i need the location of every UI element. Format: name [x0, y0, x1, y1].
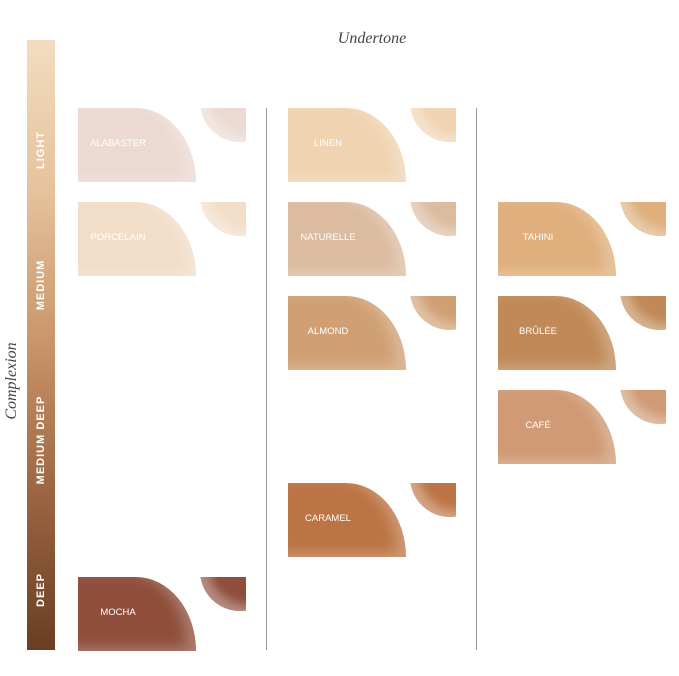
complexion-label-medium: MEDIUM	[27, 240, 55, 330]
swatch-dot-wrap	[410, 202, 456, 236]
swatch-dot	[410, 296, 456, 330]
undertone-band-warm: WARM	[554, 66, 601, 82]
swatch-dot-wrap	[620, 390, 666, 424]
complexion-gradient-bar	[27, 40, 55, 650]
swatch-dot-wrap	[620, 202, 666, 236]
shade-name: LINEN	[314, 138, 342, 149]
undertone-band-neutral: NEUTRAL	[336, 66, 406, 82]
swatch-dot	[410, 108, 456, 142]
swatch-dot-wrap	[200, 202, 246, 236]
swatch-dot	[410, 202, 456, 236]
swatch-dot-wrap	[410, 296, 456, 330]
complexion-label-light: LIGHT	[27, 110, 55, 190]
undertone-band-cool: COOL	[116, 66, 158, 82]
swatch-dot	[620, 390, 666, 424]
shade-name: ALABASTER	[90, 138, 146, 149]
swatch-dot	[620, 296, 666, 330]
shade-swatch: MOCHA	[78, 577, 246, 651]
complexion-label-deep: DEEP	[27, 560, 55, 620]
swatch-dot	[410, 483, 456, 517]
complexion-text: MEDIUM	[35, 259, 47, 311]
shade-swatch: BRÛLÉE	[498, 296, 666, 370]
shade-name: MOCHA	[100, 607, 136, 618]
shade-name: TAHINI	[522, 232, 554, 243]
shade-name: NATURELLE	[300, 232, 356, 243]
complexion-text: MEDIUM DEEP	[35, 395, 47, 485]
swatch-dot-wrap	[620, 296, 666, 330]
shade-swatch: ALABASTER	[78, 108, 246, 182]
shade-name: BRÛLÉE	[518, 326, 557, 337]
swatch-dot	[200, 577, 246, 611]
shade-swatch: LINEN	[288, 108, 456, 182]
swatch-dot-wrap	[410, 483, 456, 517]
shade-swatch: NATURELLE	[288, 202, 456, 276]
y-axis-label: Complexion	[3, 342, 20, 420]
column-divider	[266, 108, 267, 650]
shade-swatch: PORCELAIN	[78, 202, 246, 276]
swatch-dot	[620, 202, 666, 236]
chart-title: Undertone	[337, 30, 407, 47]
swatch-dot-wrap	[200, 577, 246, 611]
shade-name: CAFÉ	[525, 420, 551, 431]
shade-name: PORCELAIN	[90, 232, 146, 243]
shade-swatch: CAFÉ	[498, 390, 666, 464]
swatch-dot-wrap	[410, 108, 456, 142]
swatch-dot	[200, 108, 246, 142]
shade-swatch: TAHINI	[498, 202, 666, 276]
shade-swatch: CARAMEL	[288, 483, 456, 557]
shade-name: CARAMEL	[305, 513, 351, 524]
swatch-dot-wrap	[200, 108, 246, 142]
column-divider	[476, 108, 477, 650]
complexion-label-medium-deep: MEDIUM DEEP	[27, 390, 55, 490]
shade-name: ALMOND	[307, 326, 349, 337]
complexion-text: LIGHT	[35, 131, 47, 169]
swatch-dot	[200, 202, 246, 236]
complexion-text: DEEP	[35, 573, 47, 607]
shade-swatch: ALMOND	[288, 296, 456, 370]
